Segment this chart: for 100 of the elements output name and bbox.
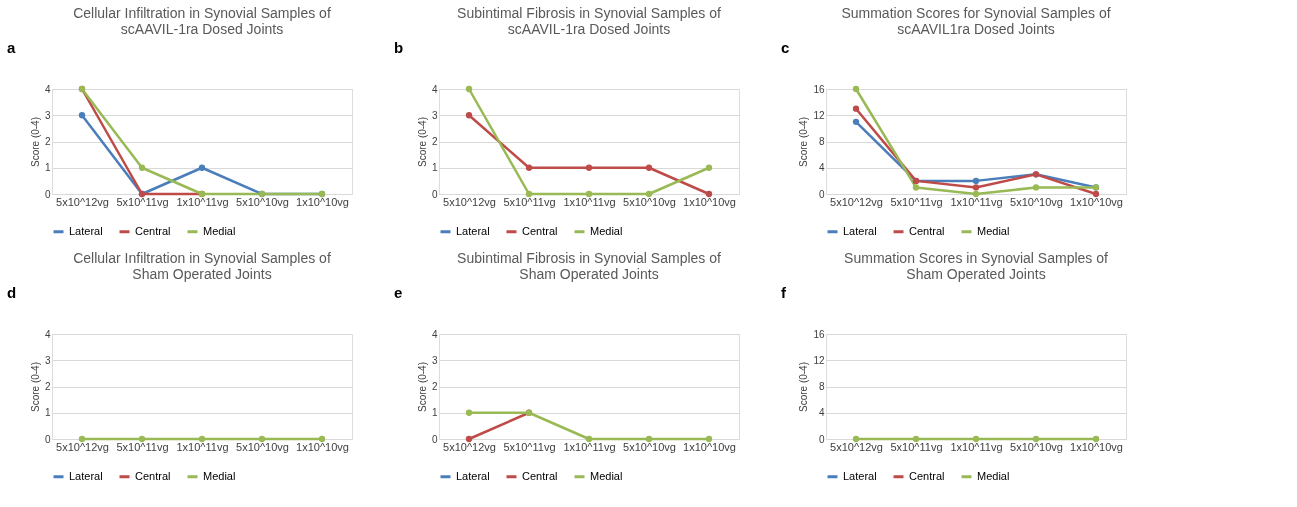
legend-label: Medial xyxy=(203,469,236,482)
text: scAAVIL-1ra Dosed Joints xyxy=(507,21,671,37)
x-tick-label: 1x10^10vg xyxy=(683,440,736,453)
text: c xyxy=(781,39,790,56)
text: e xyxy=(394,284,403,301)
x-tick-label: 5x10^12vg xyxy=(56,195,109,208)
text: b xyxy=(394,39,404,56)
x-tick-label: 1x10^10vg xyxy=(296,440,349,453)
x-tick-label: 1x10^11vg xyxy=(950,195,1003,208)
legend-label: Central xyxy=(909,224,945,237)
y-tick-label: 3 xyxy=(44,354,51,366)
y-tick-label: 0 xyxy=(818,188,825,200)
text: Cellular Infiltration in Synovial Samples of xyxy=(73,5,331,21)
y-axis-title: Score (0-4) xyxy=(798,361,810,413)
y-tick-label: 3 xyxy=(431,109,438,121)
x-tick-label: 5x10^10vg xyxy=(236,440,289,453)
x-tick-label: 5x10^11vg xyxy=(890,440,943,453)
point xyxy=(972,184,980,191)
x-tick-label: 5x10^12vg xyxy=(56,440,109,453)
text: Cellular Infiltration in Synovial Samples of xyxy=(73,250,331,266)
x-tick-label: 1x10^10vg xyxy=(1070,440,1123,453)
point xyxy=(972,190,980,198)
y-tick-label: 2 xyxy=(431,136,438,147)
point xyxy=(852,118,860,125)
legend-label: Lateral xyxy=(843,469,877,482)
text: a xyxy=(7,39,16,56)
y-tick-label: 3 xyxy=(44,109,51,121)
point xyxy=(585,190,593,198)
x-tick-label: 1x10^10vg xyxy=(296,195,349,208)
text: d xyxy=(7,284,17,301)
text: f xyxy=(781,284,787,301)
y-tick-label: 1 xyxy=(44,407,51,419)
y-tick-label: 4 xyxy=(44,328,51,340)
y-tick-label: 0 xyxy=(44,433,51,445)
x-tick-label: 5x10^10vg xyxy=(1010,440,1063,453)
y-axis-title: Score (0-4) xyxy=(416,116,428,168)
y-tick-label: 0 xyxy=(431,433,438,445)
y-tick-label: 8 xyxy=(818,136,825,147)
y-tick-label: 4 xyxy=(44,83,51,95)
point xyxy=(852,85,860,93)
y-tick-label: 4 xyxy=(818,407,825,419)
point xyxy=(645,190,653,198)
x-tick-label: 1x10^11vg xyxy=(176,440,229,453)
point xyxy=(912,184,920,191)
point xyxy=(1092,190,1100,198)
x-tick-label: 1x10^10vg xyxy=(1070,195,1123,208)
legend-label: Central xyxy=(135,224,171,237)
y-tick-label: 1 xyxy=(431,407,438,419)
point xyxy=(1032,184,1040,191)
point xyxy=(852,105,860,112)
legend-label: Central xyxy=(135,469,171,482)
legend-label: Central xyxy=(522,469,558,482)
x-tick-label: 5x10^11vg xyxy=(503,440,556,453)
y-tick-label: 12 xyxy=(813,109,825,121)
legend-label: Lateral xyxy=(456,469,490,482)
text: Subintimal Fibrosis in Synovial Samples of xyxy=(457,5,721,21)
y-tick-label: 16 xyxy=(813,83,825,95)
y-tick-label: 2 xyxy=(431,381,438,392)
text: Sham Operated Joints xyxy=(906,266,1046,282)
text: scAAVIL1ra Dosed Joints xyxy=(897,21,1055,37)
y-axis-title: Score (0-4) xyxy=(416,361,428,413)
x-tick-label: 5x10^10vg xyxy=(623,440,676,453)
text: scAAVIL-1ra Dosed Joints xyxy=(120,21,284,37)
legend-label: Lateral xyxy=(69,224,103,237)
point xyxy=(138,164,146,171)
text: Subintimal Fibrosis in Synovial Samples of xyxy=(457,250,721,266)
y-tick-label: 0 xyxy=(431,188,438,200)
x-tick-label: 5x10^11vg xyxy=(890,195,943,208)
point xyxy=(705,190,713,198)
legend-label: Medial xyxy=(590,469,623,482)
text: Sham Operated Joints xyxy=(519,266,659,282)
y-tick-label: 2 xyxy=(44,136,51,147)
point xyxy=(585,164,593,171)
legend-label: Lateral xyxy=(69,469,103,482)
x-tick-label: 5x10^10vg xyxy=(236,195,289,208)
y-tick-label: 4 xyxy=(431,83,438,95)
legend-label: Central xyxy=(522,224,558,237)
x-tick-label: 5x10^12vg xyxy=(830,440,883,453)
point xyxy=(645,164,653,171)
x-tick-label: 5x10^12vg xyxy=(443,440,496,453)
x-tick-label: 1x10^11vg xyxy=(176,195,229,208)
point xyxy=(972,177,980,185)
x-tick-label: 5x10^11vg xyxy=(503,195,556,208)
x-tick-label: 5x10^12vg xyxy=(443,195,496,208)
y-tick-label: 0 xyxy=(818,433,825,445)
y-tick-label: 16 xyxy=(813,328,825,340)
legend-label: Medial xyxy=(977,469,1010,482)
x-tick-label: 1x10^10vg xyxy=(683,195,736,208)
y-tick-label: 4 xyxy=(818,162,825,174)
legend-label: Medial xyxy=(203,224,236,237)
y-tick-label: 8 xyxy=(818,381,825,392)
legend-label: Lateral xyxy=(843,224,877,237)
point xyxy=(198,164,206,171)
y-tick-label: 12 xyxy=(813,354,825,366)
legend-label: Lateral xyxy=(456,224,490,237)
x-tick-label: 1x10^11vg xyxy=(950,440,1003,453)
y-tick-label: 1 xyxy=(431,162,438,174)
point xyxy=(525,190,533,198)
x-tick-label: 5x10^11vg xyxy=(116,195,169,208)
legend-label: Central xyxy=(909,469,945,482)
